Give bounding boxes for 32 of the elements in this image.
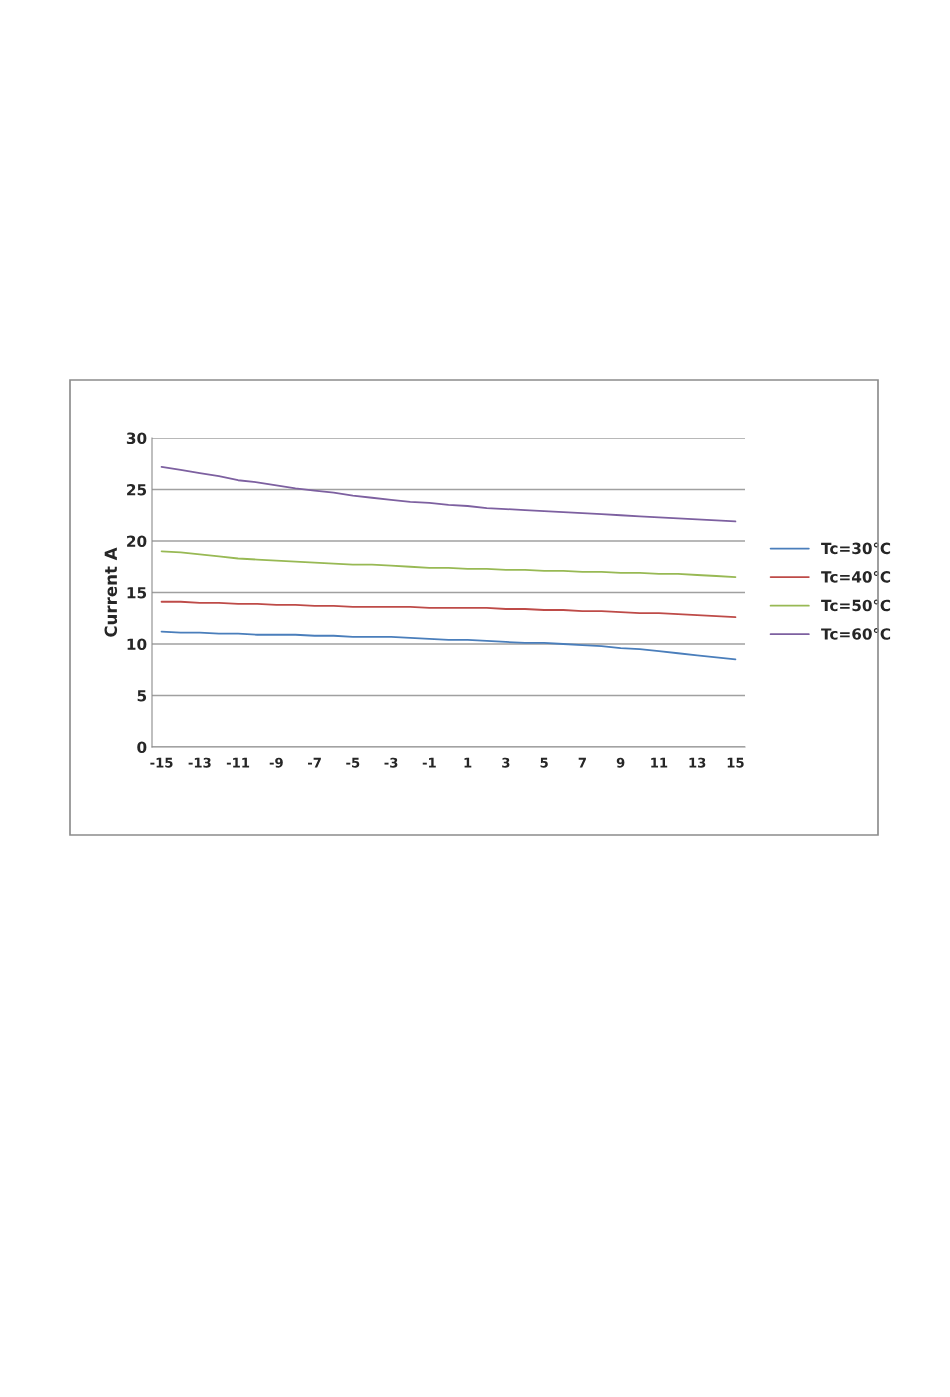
line-series [160,630,737,661]
line-series [160,600,737,619]
legend-label: Tc=60℃ [821,628,891,640]
line-series [160,550,737,578]
y-tick-label: 25 [127,483,147,496]
line-series [160,465,737,523]
x-tick-label: -1 [422,757,436,768]
x-tick-label: -7 [307,757,321,768]
x-tick-label: 15 [727,757,744,768]
x-tick-label: -3 [384,757,398,768]
x-tick-label: 11 [651,757,668,768]
x-tick-label: 9 [616,757,625,768]
x-tick-label: 5 [540,757,548,768]
y-tick-label: 10 [127,638,147,651]
x-tick-label: -5 [346,757,360,768]
x-tick-label: 7 [578,757,586,768]
x-tick-label: 1 [464,757,472,768]
x-tick-label: 13 [689,757,706,768]
x-tick-label: -13 [188,757,211,768]
y-tick-label: 30 [126,432,147,445]
x-tick-label: -9 [269,757,283,768]
x-tick-label: -15 [150,757,173,768]
legend-label: Tc=30℃ [821,542,891,555]
x-tick-label: 3 [502,757,510,768]
y-axis-title: Current A [104,547,118,637]
y-tick-label: 20 [127,535,147,548]
legend-label: Tc=50℃ [821,599,891,612]
legend-label: Tc=40℃ [821,571,891,583]
y-tick-label: 15 [127,587,147,599]
y-tick-label: 0 [137,741,147,754]
y-tick-label: 5 [137,690,147,702]
x-tick-label: -11 [226,757,250,768]
